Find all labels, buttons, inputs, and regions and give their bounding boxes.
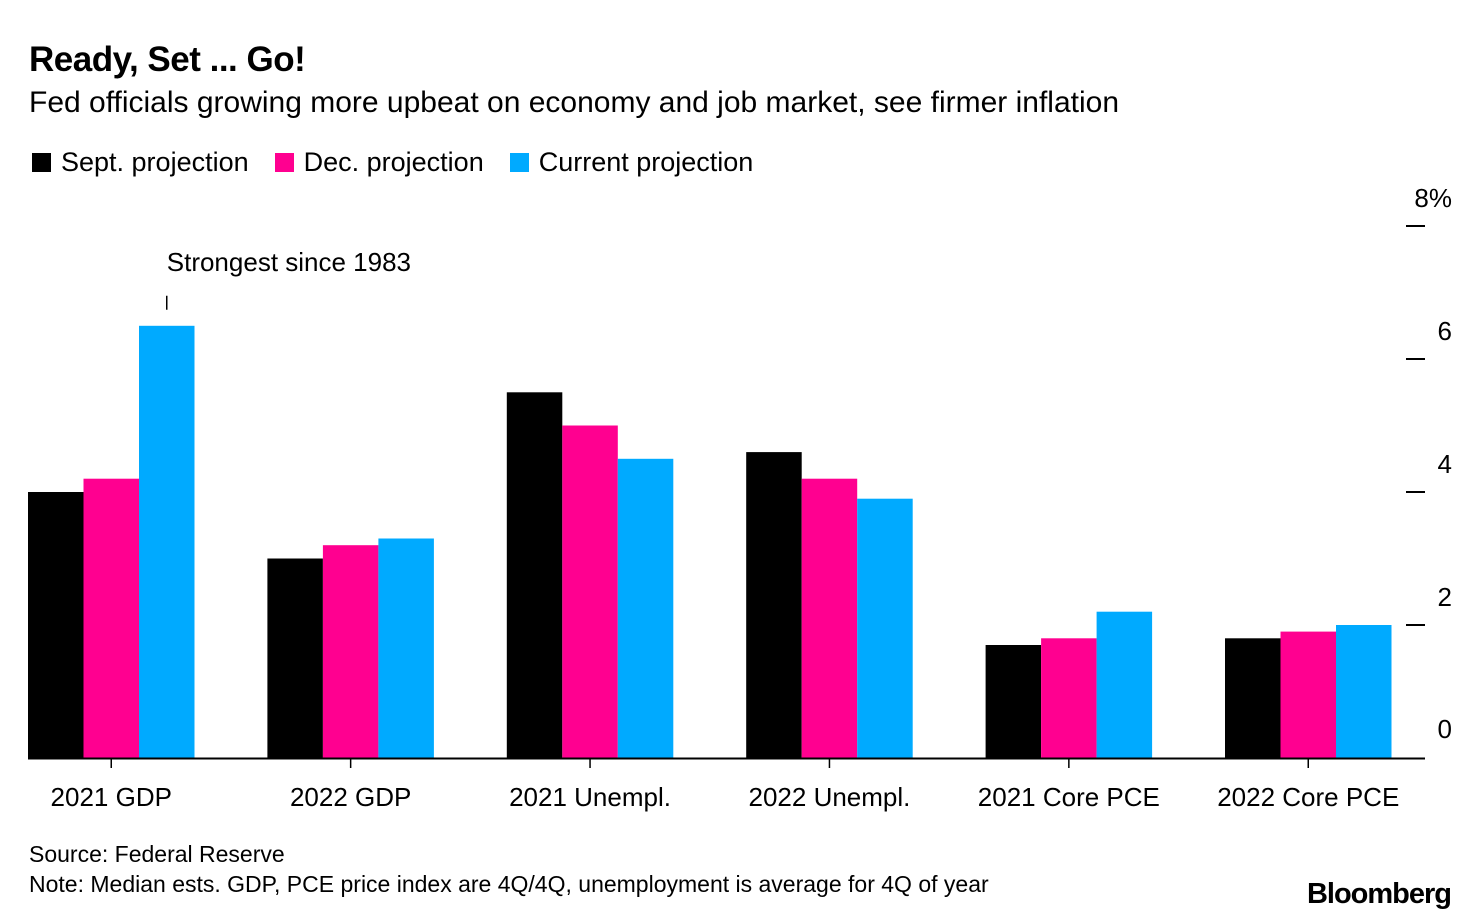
legend-swatch-current (509, 153, 529, 172)
bar-dec-2 (322, 545, 379, 758)
bar-sept-2 (267, 558, 323, 758)
bar-current-4 (857, 498, 913, 758)
legend-label-dec: Dec. projection (303, 147, 484, 177)
legend-swatch-dec (274, 153, 294, 172)
chart-subtitle: Fed officials growing more upbeat on eco… (29, 86, 1120, 119)
legend-item-sept: Sept. projection (32, 147, 249, 178)
bar-dec-1 (83, 478, 139, 758)
bar-dec-4 (801, 478, 858, 758)
bar-sept-3 (506, 392, 563, 759)
y-tick-label: 0 (1438, 714, 1452, 744)
bar-dec-6 (1280, 631, 1336, 758)
bar-sept-5 (985, 645, 1042, 758)
y-tick-label: 8% (1414, 183, 1452, 213)
bar-sept-6 (1225, 638, 1281, 758)
legend-item-current: Current projection (509, 147, 754, 178)
x-tick-label: 2022 Unempl. (749, 782, 911, 812)
bar-sept-1 (28, 492, 84, 758)
x-tick-label: 2021 Unempl. (509, 782, 671, 812)
y-tick-label: 6 (1438, 316, 1452, 346)
bar-current-5 (1096, 611, 1153, 758)
methodology-note: Note: Median ests. GDP, PCE price index … (29, 871, 989, 897)
bar-current-3 (617, 458, 674, 759)
legend-item-dec: Dec. projection (274, 147, 484, 178)
bar-sept-4 (746, 452, 802, 758)
chart-title: Ready, Set ... Go! (29, 40, 306, 79)
legend: Sept. projection Dec. projection Current… (32, 147, 779, 178)
x-tick-label: 2022 GDP (290, 782, 411, 812)
x-tick-label: 2021 Core PCE (978, 782, 1160, 812)
x-tick-label: 2022 Core PCE (1217, 782, 1399, 812)
bloomberg-logo: Bloomberg (1306, 878, 1452, 910)
bar-dec-3 (562, 425, 618, 758)
x-tick-label: 2021 GDP (51, 782, 172, 812)
y-tick-label: 4 (1438, 449, 1452, 479)
y-tick-label: 2 (1438, 582, 1452, 612)
annotation-label: Strongest since 1983 (167, 247, 411, 277)
bar-dec-5 (1041, 638, 1097, 758)
legend-label-current: Current projection (538, 147, 754, 177)
legend-label-sept: Sept. projection (61, 147, 249, 177)
bar-current-2 (378, 538, 434, 758)
bar-current-1 (139, 325, 195, 759)
legend-swatch-sept (32, 153, 51, 172)
source-note: Source: Federal Reserve (29, 841, 285, 867)
bar-current-6 (1336, 625, 1392, 758)
